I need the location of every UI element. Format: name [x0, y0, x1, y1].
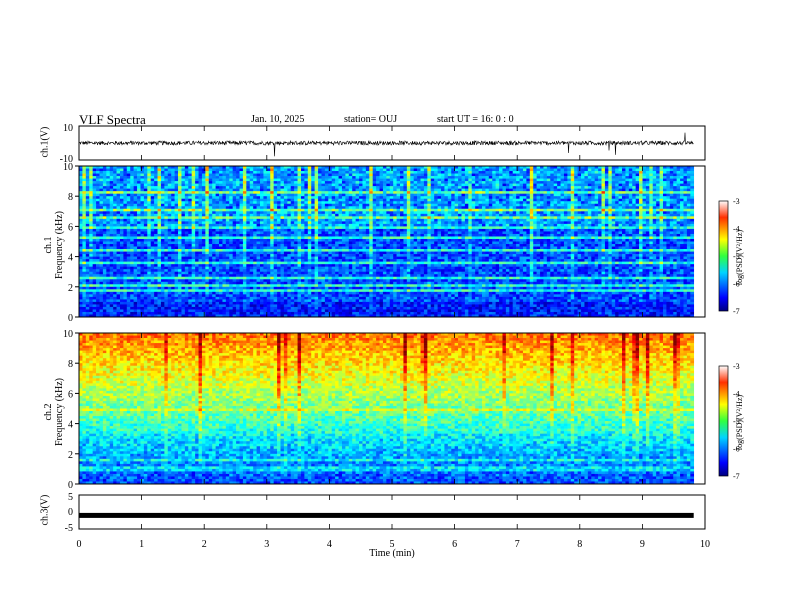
xtick-label: 2 — [202, 539, 207, 550]
ch3-ytick-top: 5 — [68, 492, 73, 503]
ch1-ytick-bottom: -10 — [60, 154, 73, 165]
ch1-spectrogram-panel: 0 2 4 6 8 10 — [63, 162, 706, 324]
ch1-ytick-top: 10 — [63, 123, 73, 134]
ytick-label: 0 — [68, 313, 73, 324]
colorbar-tick-label: -7 — [733, 307, 740, 316]
ch1-waveform-panel: 10 -10 — [60, 123, 706, 165]
ytick-label: 2 — [68, 283, 73, 294]
xtick-label: 6 — [452, 539, 457, 550]
start-time-label: start UT = 16: 0 : 0 — [437, 114, 514, 125]
xtick-label: 3 — [264, 539, 269, 550]
colorbar-tick-label: -5 — [733, 417, 740, 426]
colorbar-tick-label: -6 — [733, 445, 740, 454]
xtick-label: 10 — [700, 539, 710, 550]
ytick-label: 2 — [68, 450, 73, 461]
ch2-spectrogram-panel: 0 2 4 6 8 10 — [63, 329, 706, 491]
xtick-label: 4 — [327, 539, 332, 550]
colorbar-tick-label: -3 — [733, 197, 740, 206]
xtick-label: 9 — [640, 539, 645, 550]
xtick-label: 1 — [139, 539, 144, 550]
ch3-ytick-bottom: -5 — [65, 523, 73, 534]
xtick-label: 0 — [77, 539, 82, 550]
ytick-label: 4 — [68, 420, 73, 431]
colorbar-tick-label: -4 — [733, 390, 740, 399]
ytick-label: 6 — [68, 222, 73, 233]
ytick-label: 10 — [63, 162, 73, 173]
colorbar-tick-label: -4 — [733, 225, 740, 234]
ch1-spectrogram-image — [79, 166, 695, 318]
date-label: Jan. 10, 2025 — [251, 114, 304, 125]
colorbar-ch1: -3 -4 -5 -6 -7 — [718, 197, 740, 316]
xtick-label: 5 — [390, 539, 395, 550]
colorbar-tick-label: -3 — [733, 362, 740, 371]
ch2-spectrogram-image — [79, 333, 695, 485]
station-label: station= OUJ — [344, 114, 397, 125]
ytick-label: 4 — [68, 253, 73, 264]
ytick-label: 0 — [68, 480, 73, 491]
ch3-panel: 5 0 -5 — [65, 492, 706, 534]
xtick-label: 7 — [515, 539, 520, 550]
ytick-label: 6 — [68, 389, 73, 400]
ch3-ytick-mid: 0 — [68, 507, 73, 518]
figure-title: VLF Spectra — [79, 112, 146, 128]
colorbar-tick-label: -7 — [733, 472, 740, 481]
ytick-label: 10 — [63, 329, 73, 340]
ch3-signal-trace — [79, 512, 694, 518]
colorbar-ch2: -3 -4 -5 -6 -7 — [718, 362, 740, 481]
x-axis-label: Time (min) — [369, 548, 414, 559]
x-axis: 0 1 2 3 4 5 6 7 8 9 10 — [77, 126, 710, 550]
xtick-label: 8 — [577, 539, 582, 550]
colorbar-tick-label: -6 — [733, 280, 740, 289]
ch1-waveform-trace — [78, 132, 694, 157]
ytick-label: 8 — [68, 359, 73, 370]
colorbar-tick-label: -5 — [733, 252, 740, 261]
ytick-label: 8 — [68, 192, 73, 203]
